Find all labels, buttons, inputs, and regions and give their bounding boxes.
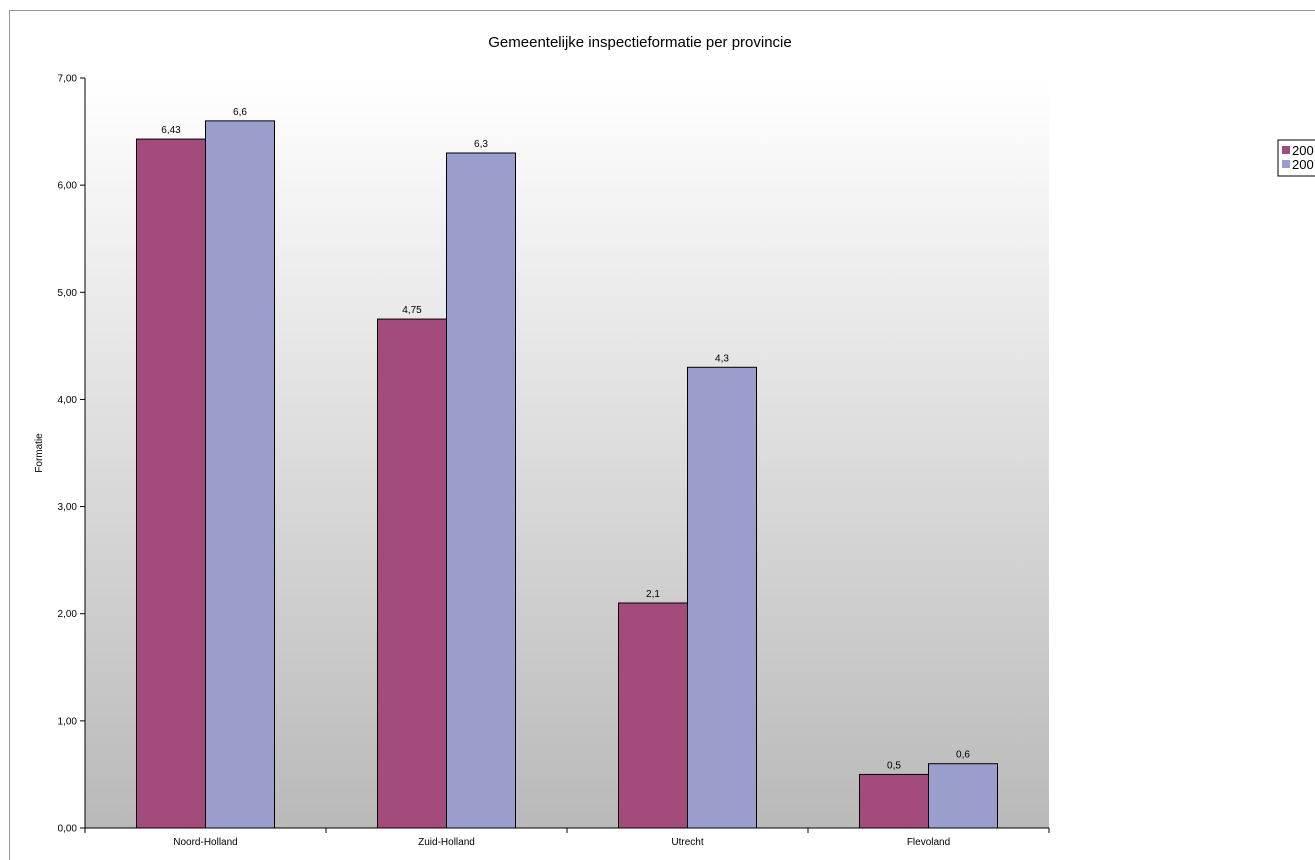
legend-swatch [1282,146,1290,154]
bar-1-utrecht [618,602,688,829]
bar-2-flevoland [928,763,998,829]
bar-1-noord-holland [136,138,206,829]
chart-frame [9,10,1315,860]
y-tick-label: 7,00 [58,74,78,85]
data-label: 4,75 [402,305,422,316]
legend-label: 200 [1292,143,1314,158]
legend-label: 200 [1292,157,1314,172]
y-tick-label: 6,00 [58,181,78,192]
bar-1-flevoland [859,773,929,829]
x-tick-label: Zuid-Holland [418,837,475,848]
chart-title: Gemeentelijke inspectieformatie per prov… [488,34,791,51]
bar-2-zuid-holland [446,152,516,829]
data-label: 0,5 [887,760,901,771]
data-label: 6,43 [161,125,181,136]
y-tick-label: 2,00 [58,609,78,620]
x-tick-label: Utrecht [671,837,703,848]
bar-1-zuid-holland [377,318,447,829]
y-tick-label: 4,00 [58,395,78,406]
data-label: 2,1 [646,589,660,600]
x-tick-label: Noord-Holland [173,837,237,848]
bar-2-noord-holland [205,120,275,829]
y-tick-label: 1,00 [58,716,78,727]
bar-2-utrecht [687,366,757,829]
data-label: 0,6 [956,750,970,761]
x-tick-label: Flevoland [907,837,950,848]
y-tick-label: 3,00 [58,502,78,513]
data-label: 6,6 [233,107,247,118]
y-tick-label: 5,00 [58,288,78,299]
legend-swatch [1282,160,1290,168]
data-label: 6,3 [474,139,488,150]
data-label: 4,3 [715,353,729,364]
y-axis-title: Formatie [34,433,45,473]
y-tick-label: 0,00 [58,824,78,835]
